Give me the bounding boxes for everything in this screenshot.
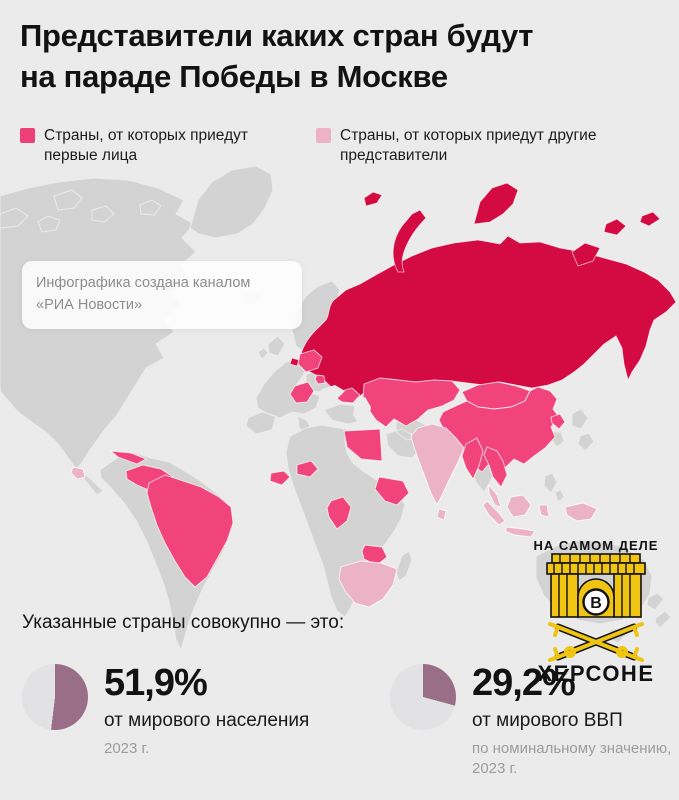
pie-chart-gdp — [390, 664, 456, 730]
stat-population-text: 51,9% от мирового населения 2023 г. — [104, 664, 319, 759]
black-sea-shape — [321, 385, 345, 399]
japan-korea-shape — [550, 408, 595, 452]
legend-swatch-other-reps — [316, 128, 331, 143]
stat-gdp-label: от мирового ВВП — [472, 710, 623, 731]
arch-icon: В — [546, 553, 646, 618]
legend-label-other-reps: Страны, от которых приедут другие предст… — [340, 127, 597, 164]
map-other-reps-regions — [70, 423, 598, 608]
watermark-letter: В — [590, 595, 602, 612]
caspian-sea-shape — [353, 397, 371, 427]
stat-gdp-note: по номинальному значению, 2023 г. — [472, 740, 672, 778]
watermark-line-1: НА САМОМ ДЕЛЕ — [533, 538, 659, 553]
stat-gdp-value: 29,2% — [472, 662, 576, 704]
watermark-logo: НА САМОМ ДЕЛЕ В — [518, 538, 674, 687]
map-host-region — [289, 182, 677, 404]
ethiopia-shape — [374, 476, 410, 506]
title-line-2: на параде Победы в Москве — [20, 58, 448, 94]
legend-label-first-persons: Страны, от которых приедут первые лица — [44, 127, 248, 164]
north-korea-shape — [550, 413, 566, 430]
vietnam-laos-shape — [483, 446, 508, 488]
cuba-shape — [109, 450, 148, 465]
belarus-shape — [297, 349, 323, 373]
south-africa-shape — [338, 560, 398, 608]
source-note: Инфографика создана каналом «РИА Новости… — [22, 261, 302, 329]
burkina-faso-shape — [296, 460, 319, 478]
russia-islands-shape — [289, 182, 661, 367]
page-title: Представители каких стран будут на парад… — [20, 16, 660, 98]
greenland-shape — [189, 165, 274, 239]
stat-population-note: 2023 г. — [104, 740, 150, 757]
legend-item-first-persons: Страны, от которых приедут первые лица — [20, 126, 292, 166]
indonesia-malaysia-shape — [482, 483, 550, 538]
pie-chart-population — [22, 664, 88, 730]
title-line-1: Представители каких стран будут — [20, 18, 534, 53]
stat-population-value: 51,9% — [104, 662, 208, 704]
legend-item-other-reps: Страны, от которых приедут другие предст… — [316, 126, 616, 166]
stat-population: 51,9% от мирового населения 2023 г. — [22, 664, 319, 759]
map-first-persons-regions — [109, 349, 566, 588]
nicaragua-shape — [70, 466, 86, 480]
source-note-text: Инфографика создана каналом «РИА Новости… — [36, 275, 251, 313]
egypt-shape — [343, 428, 383, 462]
north-america-shape — [0, 177, 197, 496]
central-asia-shape — [362, 377, 461, 428]
legend-swatch-first-persons — [20, 128, 35, 143]
russia-shape — [299, 235, 677, 404]
crossed-keys-icon — [548, 622, 644, 662]
balkans-shape — [289, 381, 315, 404]
watermark-line-2: ХЕРСОНЕ — [537, 661, 655, 686]
guinea-shape — [269, 470, 291, 486]
brazil-shape — [146, 474, 234, 588]
congo-shape — [326, 496, 352, 530]
south-asia-shape — [410, 423, 465, 507]
new-zealand-shape — [646, 592, 672, 629]
sri-lanka-shape — [436, 508, 447, 521]
arctic-islands-shape — [37, 189, 162, 233]
papua-shape — [564, 502, 598, 522]
stat-gdp: 29,2% от мирового ВВП по номинальному зн… — [390, 664, 679, 780]
summary-lead: Указанные страны совокупно — это: — [22, 612, 345, 633]
myanmar-shape — [461, 437, 484, 480]
stat-population-label: от мирового населения — [104, 710, 310, 731]
moldova-shape — [314, 374, 326, 385]
map-water — [321, 385, 371, 427]
stat-gdp-text: 29,2% от мирового ВВП по номинальному зн… — [472, 664, 679, 780]
